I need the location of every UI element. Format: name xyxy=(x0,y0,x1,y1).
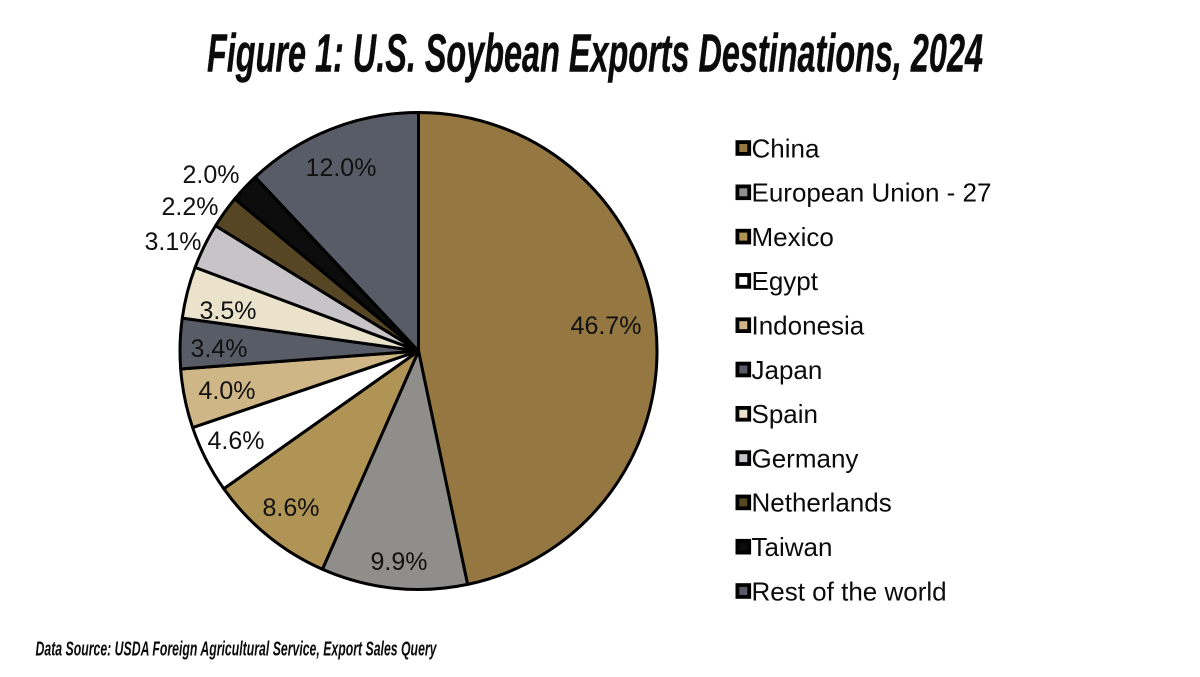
svg-text:Germany: Germany xyxy=(752,443,859,473)
svg-text:4.6%: 4.6% xyxy=(208,427,265,455)
svg-text:46.7%: 46.7% xyxy=(571,312,642,340)
svg-text:8.6%: 8.6% xyxy=(263,494,320,522)
svg-text:Taiwan: Taiwan xyxy=(752,532,833,562)
svg-text:Mexico: Mexico xyxy=(752,222,834,252)
svg-text:2.0%: 2.0% xyxy=(183,161,240,189)
svg-text:Netherlands: Netherlands xyxy=(752,488,892,518)
svg-text:Rest of the world: Rest of the world xyxy=(752,576,947,606)
svg-text:3.1%: 3.1% xyxy=(145,228,202,256)
svg-text:Japan: Japan xyxy=(752,355,823,385)
svg-text:4.0%: 4.0% xyxy=(199,377,256,405)
svg-text:12.0%: 12.0% xyxy=(306,154,377,182)
svg-text:Figure 1: U.S. Soybean Exports: Figure 1: U.S. Soybean Exports Destinati… xyxy=(207,24,983,84)
svg-text:Spain: Spain xyxy=(752,399,819,429)
svg-text:3.5%: 3.5% xyxy=(200,297,257,325)
svg-text:2.2%: 2.2% xyxy=(162,193,219,221)
svg-text:Egypt: Egypt xyxy=(752,266,819,296)
svg-text:Data Source: USDA Foreign Agri: Data Source: USDA Foreign Agricultural S… xyxy=(36,639,438,661)
svg-text:Indonesia: Indonesia xyxy=(752,311,865,341)
svg-text:3.4%: 3.4% xyxy=(191,335,248,363)
svg-text:European Union - 27: European Union - 27 xyxy=(752,178,992,208)
svg-text:China: China xyxy=(752,133,820,163)
svg-text:9.9%: 9.9% xyxy=(371,548,428,576)
